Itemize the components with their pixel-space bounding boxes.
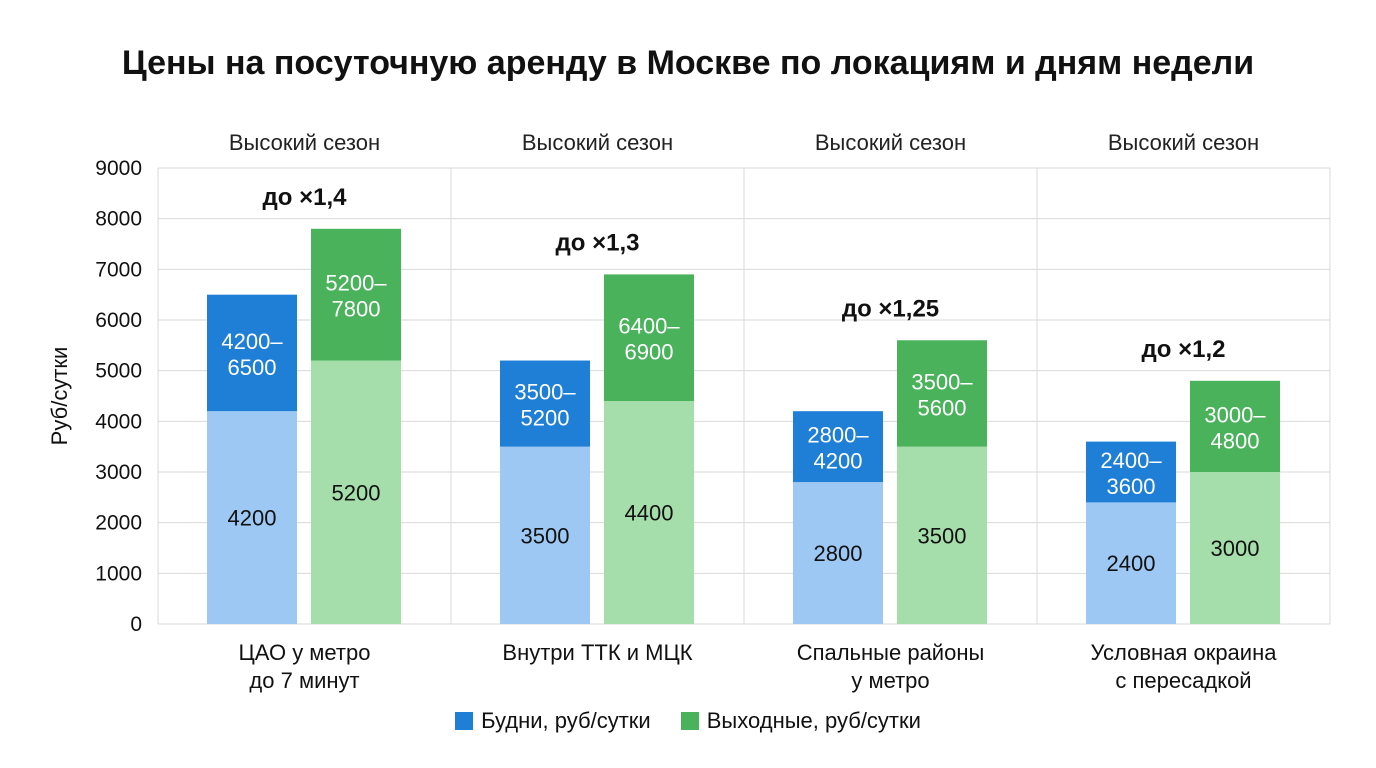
y-axis-label: Руб/сутки <box>47 347 72 446</box>
bar-weekday-range-label: 6500 <box>228 355 277 380</box>
season-label: Высокий сезон <box>522 130 673 155</box>
bar-weekday-base-label: 3500 <box>521 523 570 548</box>
category-label: у метро <box>851 668 929 693</box>
bar-weekend-range-label: 3500– <box>911 369 973 394</box>
season-label: Высокий сезон <box>1108 130 1259 155</box>
bar-weekday-range <box>793 411 883 483</box>
bar-weekday-range <box>500 360 590 447</box>
multiplier-label: до ×1,2 <box>1142 336 1226 363</box>
legend-swatch-weekend <box>680 712 699 730</box>
bar-weekday-base-label: 4200 <box>228 506 277 531</box>
y-tick-label: 0 <box>130 613 142 636</box>
category-label: до 7 минут <box>249 668 359 693</box>
category-label: Условная окраина <box>1091 640 1278 665</box>
bar-weekend-range <box>1190 380 1280 472</box>
bar-weekday-range <box>207 294 297 412</box>
bar-weekend-range-label: 5200– <box>325 271 387 296</box>
legend-item-weekend[interactable]: Выходные, руб/сутки <box>680 708 921 734</box>
bar-weekend-range-label: 6400– <box>618 314 680 339</box>
y-tick-label: 7000 <box>95 258 142 281</box>
bar-weekend-range-label: 6900 <box>625 340 674 365</box>
bar-weekday-range-label: 2800– <box>807 423 869 448</box>
bar-weekend-range-label: 7800 <box>332 297 381 322</box>
bar-weekday-base <box>500 446 590 624</box>
y-tick-label: 1000 <box>95 562 142 585</box>
y-tick-label: 6000 <box>95 309 142 332</box>
y-tick-label: 3000 <box>95 461 142 484</box>
bar-weekend-base <box>604 401 694 624</box>
bar-weekend-base <box>897 446 987 624</box>
multiplier-label: до ×1,4 <box>263 184 348 211</box>
category-label: ЦАО у метро <box>239 640 371 665</box>
bar-weekday-range-label: 3600 <box>1107 474 1156 499</box>
y-tick-label: 4000 <box>95 410 142 433</box>
bar-weekend-base-label: 3000 <box>1211 536 1260 561</box>
y-tick-label: 9000 <box>95 157 142 180</box>
bar-weekday-range-label: 5200 <box>521 406 570 431</box>
season-label: Высокий сезон <box>815 130 966 155</box>
bar-weekend-base-label: 4400 <box>625 501 674 526</box>
bar-weekday-base <box>1086 502 1176 624</box>
multiplier-label: до ×1,25 <box>842 295 939 322</box>
category-label: с пересадкой <box>1115 668 1251 693</box>
legend-label-weekday: Будни, руб/сутки <box>481 708 651 733</box>
y-tick-label: 2000 <box>95 512 142 535</box>
bar-weekday-range-label: 4200– <box>221 329 283 354</box>
bar-weekend-base-label: 5200 <box>332 480 381 505</box>
multiplier-label: до ×1,3 <box>556 229 640 256</box>
bar-weekday-range-label: 4200 <box>814 449 863 474</box>
bar-weekday-base-label: 2800 <box>814 541 863 566</box>
bar-weekend-range <box>897 340 987 447</box>
bar-weekend-base-label: 3500 <box>918 523 967 548</box>
y-tick-label: 5000 <box>95 360 142 383</box>
legend-swatch-weekday <box>455 712 474 730</box>
bar-weekday-base <box>207 411 297 624</box>
bar-weekday-range <box>1086 441 1176 503</box>
bar-weekday-range-label: 3500– <box>514 380 576 405</box>
bar-weekend-range-label: 4800 <box>1211 428 1260 453</box>
bar-weekend-range <box>604 274 694 402</box>
legend: Будни, руб/сутки Выходные, руб/сутки <box>0 708 1376 734</box>
category-label: Внутри ТТК и МЦК <box>502 640 692 665</box>
bar-weekend-base <box>311 360 401 624</box>
legend-label-weekend: Выходные, руб/сутки <box>706 708 921 733</box>
bar-weekday-base-label: 2400 <box>1107 551 1156 576</box>
category-label: Спальные районы <box>797 640 985 665</box>
bar-weekday-range-label: 2400– <box>1100 448 1162 473</box>
bar-weekend-range-label: 5600 <box>918 395 967 420</box>
y-tick-label: 8000 <box>95 208 142 231</box>
chart-title: Цены на посуточную аренду в Москве по ло… <box>121 44 1255 82</box>
season-label: Высокий сезон <box>229 130 380 155</box>
bar-weekend-range-label: 3000– <box>1204 402 1266 427</box>
bar-weekend-range <box>311 228 401 361</box>
legend-item-weekday[interactable]: Будни, руб/сутки <box>455 708 651 734</box>
bar-weekend-base <box>1190 472 1280 624</box>
bar-weekday-base <box>793 482 883 624</box>
